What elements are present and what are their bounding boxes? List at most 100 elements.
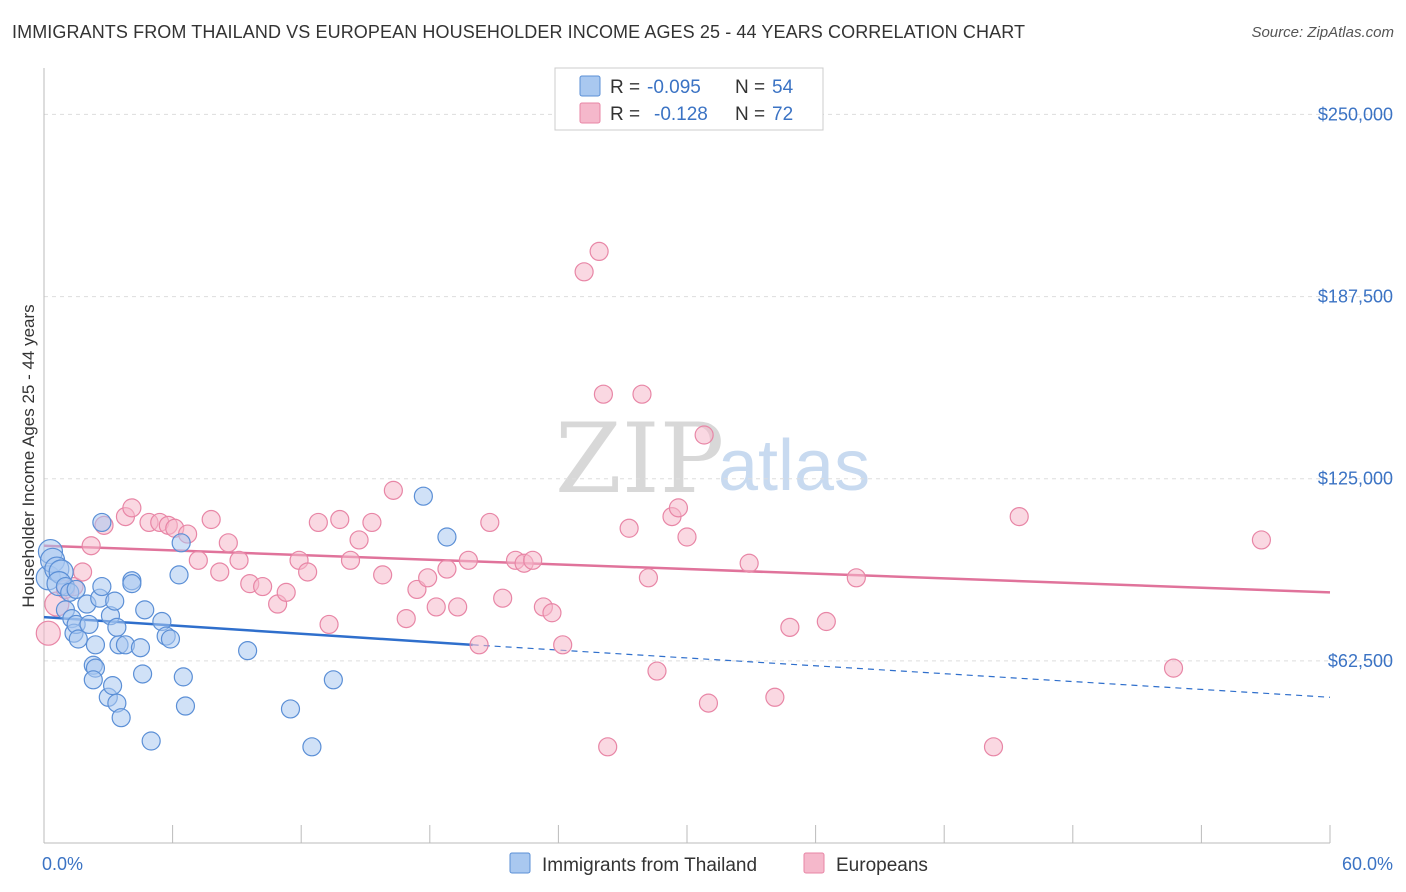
thailand-point-27 xyxy=(107,617,127,637)
y-tick-label-3: $250,000 xyxy=(1318,104,1393,124)
watermark: ZIP atlas xyxy=(555,403,870,515)
thailand-point-15 xyxy=(79,614,99,635)
european-point-47 xyxy=(542,603,562,623)
european-point-39 xyxy=(458,550,478,570)
european-point-51 xyxy=(593,384,614,404)
european-point-15 xyxy=(201,509,221,530)
european-point-28 xyxy=(340,550,361,570)
thailand-point-25 xyxy=(105,591,125,611)
european-point-14 xyxy=(188,550,208,570)
correlation-legend: R = -0.095 N = 54 R = -0.128 N = 72 xyxy=(554,67,824,131)
legend-swatch-thailand xyxy=(579,75,601,97)
thailand-point-19 xyxy=(83,670,103,690)
european-point-66 xyxy=(846,568,866,588)
european-point-0 xyxy=(35,620,61,646)
y-tick-label-1: $125,000 xyxy=(1318,469,1393,489)
series-legend-swatch-europeans xyxy=(803,852,825,874)
european-point-55 xyxy=(638,568,659,588)
european-point-36 xyxy=(426,597,446,617)
european-point-20 xyxy=(253,576,273,597)
legend-r-label-2: R = xyxy=(610,104,640,125)
european-point-25 xyxy=(308,512,328,533)
y-tick-labels: $62,500 $125,000 $187,500 $250,000 xyxy=(1318,104,1393,670)
x-tick-labels: 0.0% 60.0% xyxy=(42,854,1393,874)
european-point-52 xyxy=(598,737,618,757)
thailand-point-32 xyxy=(122,574,142,594)
european-point-59 xyxy=(677,527,697,547)
european-point-33 xyxy=(396,608,416,629)
thailand-point-36 xyxy=(141,731,161,751)
thailand-point-46 xyxy=(280,699,301,719)
european-point-8 xyxy=(122,498,142,518)
legend-n-label-2: N = xyxy=(735,104,765,125)
european-point-5 xyxy=(81,536,101,556)
legend-r-value-1: -0.095 xyxy=(647,77,701,98)
x-tick-label-1: 60.0% xyxy=(1342,854,1393,874)
legend-swatch-europeans xyxy=(579,102,601,124)
series-legend-swatch-thailand xyxy=(509,852,531,874)
european-point-64 xyxy=(780,617,800,637)
european-point-26 xyxy=(319,614,339,635)
european-point-17 xyxy=(218,533,238,553)
chart-title: IMMIGRANTS FROM THAILAND VS EUROPEAN HOU… xyxy=(12,22,1026,42)
european-point-31 xyxy=(373,565,393,585)
european-point-62 xyxy=(739,553,759,573)
european-point-37 xyxy=(437,559,457,579)
european-point-22 xyxy=(276,582,296,602)
thailand-point-34 xyxy=(132,664,153,684)
thailand-point-50 xyxy=(437,527,457,547)
y-tick-label-0: $62,500 xyxy=(1328,651,1393,671)
thailand-point-44 xyxy=(92,512,112,533)
european-point-69 xyxy=(1163,658,1184,678)
european-point-29 xyxy=(349,530,369,550)
legend-r-label-1: R = xyxy=(610,77,640,98)
european-point-60 xyxy=(694,425,714,445)
thailand-point-47 xyxy=(302,737,322,757)
thailand-point-13 xyxy=(68,629,88,649)
y-axis-label: Householder Income Ages 25 - 44 years xyxy=(19,304,38,607)
legend-n-value-2: 72 xyxy=(772,104,793,125)
european-point-16 xyxy=(210,562,230,582)
european-point-58 xyxy=(668,498,689,518)
legend-n-value-1: 54 xyxy=(772,77,794,98)
european-point-48 xyxy=(553,635,573,655)
data-points xyxy=(35,241,1272,757)
thailand-point-49 xyxy=(413,486,433,506)
european-point-45 xyxy=(523,550,543,570)
thailand-point-45 xyxy=(238,641,258,661)
series-legend: Immigrants from Thailand Europeans xyxy=(509,852,928,876)
source-credit: Source: ZipAtlas.com xyxy=(1251,24,1394,41)
european-point-56 xyxy=(647,661,667,681)
legend-r-value-2: -0.128 xyxy=(654,104,708,125)
thailand-point-21 xyxy=(92,576,112,597)
european-point-18 xyxy=(229,550,249,570)
thailand-point-33 xyxy=(130,638,151,658)
european-point-32 xyxy=(383,480,403,500)
european-point-35 xyxy=(418,568,438,588)
thailand-point-48 xyxy=(323,670,343,690)
european-point-53 xyxy=(619,518,639,538)
european-point-63 xyxy=(765,687,785,707)
thailand-point-41 xyxy=(173,667,193,687)
european-trend-line xyxy=(43,544,1331,594)
european-point-50 xyxy=(589,241,609,261)
thailand-point-24 xyxy=(102,676,123,696)
thailand-point-35 xyxy=(135,600,155,620)
european-point-27 xyxy=(330,509,350,530)
thailand-point-42 xyxy=(175,696,196,716)
thailand-point-43 xyxy=(171,533,191,553)
series-legend-label-thailand: Immigrants from Thailand xyxy=(542,855,757,876)
european-point-70 xyxy=(1251,530,1272,550)
european-point-68 xyxy=(1009,506,1029,527)
thailand-point-8 xyxy=(66,579,86,600)
x-tick-label-0: 0.0% xyxy=(42,854,83,874)
european-point-30 xyxy=(362,512,382,533)
european-point-42 xyxy=(493,588,513,608)
thailand-trend-line-extension xyxy=(472,644,1331,698)
thailand-point-17 xyxy=(85,635,106,655)
watermark-zip: ZIP xyxy=(555,403,724,515)
european-point-65 xyxy=(816,611,836,632)
european-point-61 xyxy=(698,693,719,713)
european-point-40 xyxy=(469,635,489,655)
